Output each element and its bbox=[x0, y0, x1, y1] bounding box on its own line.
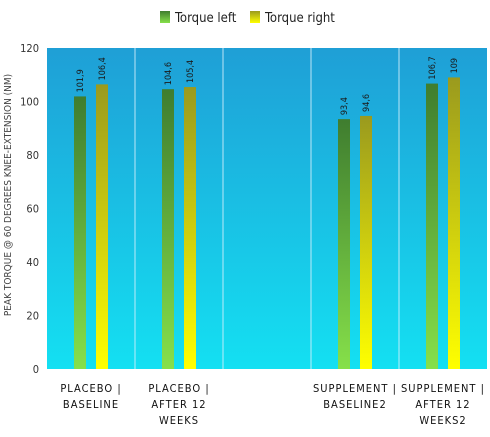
y-tick-label: 120 bbox=[20, 42, 39, 55]
y-tick-label: 20 bbox=[26, 310, 39, 323]
x-category-label: SUPPLEMENT | bbox=[313, 382, 397, 395]
x-category-label: PLACEBO | bbox=[148, 382, 209, 395]
category-dividers bbox=[134, 48, 400, 369]
y-axis-title: PEAK TORQUE @ 60 DEGREES KNEE-EXTENSION … bbox=[3, 74, 14, 316]
y-axis: 0 20 40 60 80 100 120 bbox=[20, 42, 39, 376]
legend-swatch bbox=[250, 11, 260, 23]
y-tick-label: 100 bbox=[20, 96, 39, 109]
bar-torque-left bbox=[426, 83, 438, 369]
y-tick-label: 80 bbox=[26, 149, 39, 162]
bars bbox=[74, 77, 460, 370]
bar-torque-right bbox=[96, 84, 108, 369]
x-category-label: WEEKS2 bbox=[419, 414, 466, 427]
plot-area bbox=[47, 48, 487, 369]
data-label: 93,4 bbox=[340, 97, 350, 115]
y-tick-label: 60 bbox=[26, 203, 39, 216]
y-tick-label: 40 bbox=[26, 256, 39, 269]
x-category-label: WEEKS bbox=[159, 414, 199, 427]
x-category-label: SUPPLEMENT | bbox=[401, 382, 485, 395]
x-category-label: PLACEBO | bbox=[60, 382, 121, 395]
bar-torque-left bbox=[74, 96, 86, 369]
y-tick-label: 0 bbox=[33, 363, 39, 376]
legend: Torque left Torque right bbox=[160, 11, 335, 26]
data-label: 105,4 bbox=[186, 60, 196, 83]
data-label: 101,9 bbox=[76, 69, 86, 92]
bar-torque-right bbox=[360, 115, 372, 369]
x-category-label: BASELINE2 bbox=[323, 398, 386, 411]
bar-torque-right bbox=[184, 87, 196, 370]
data-label: 94,6 bbox=[362, 94, 372, 112]
x-category-label: AFTER 12 bbox=[415, 398, 470, 411]
bar-torque-left bbox=[162, 89, 174, 369]
data-label: 106,4 bbox=[98, 57, 108, 80]
legend-label: Torque left bbox=[174, 11, 237, 26]
bar-torque-right bbox=[448, 77, 460, 370]
data-labels: 101,9 106,4 104,6 105,4 93,4 94,6 106,7 109 bbox=[76, 56, 460, 115]
legend-swatch bbox=[160, 11, 170, 23]
data-label: 106,7 bbox=[428, 56, 438, 79]
bar-torque-left bbox=[338, 119, 350, 369]
legend-label: Torque right bbox=[264, 11, 335, 26]
x-category-label: AFTER 12 bbox=[151, 398, 206, 411]
x-category-label: BASELINE bbox=[63, 398, 119, 411]
data-label: 104,6 bbox=[164, 62, 174, 85]
data-label: 109 bbox=[450, 58, 460, 73]
x-axis: PLACEBO | BASELINE PLACEBO | AFTER 12 WEEKS S… bbox=[60, 382, 485, 427]
